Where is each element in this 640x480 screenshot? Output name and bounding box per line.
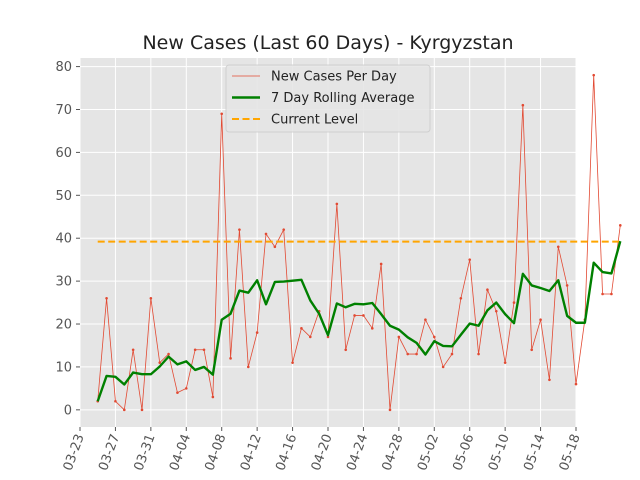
point-new-cases-per-day <box>282 228 286 231</box>
point-new-cases-per-day <box>486 288 489 291</box>
legend-label: Current Level <box>271 113 358 128</box>
point-new-cases-per-day <box>211 395 215 399</box>
point-new-cases-per-day <box>246 365 250 369</box>
point-new-cases-per-day <box>255 331 259 334</box>
point-new-cases-per-day <box>397 335 401 339</box>
y-tick-label: 30 <box>55 275 72 290</box>
point-new-cases-per-day <box>406 352 410 356</box>
legend-box <box>225 64 431 133</box>
point-new-cases-per-day <box>530 348 534 352</box>
point-new-cases-per-day <box>229 357 232 360</box>
y-tick-label: 70 <box>55 103 72 118</box>
point-new-cases-per-day <box>539 318 542 322</box>
series-line-new-cases-per-day <box>97 75 621 411</box>
point-new-cases-per-day <box>494 309 498 313</box>
point-new-cases-per-day <box>601 292 604 296</box>
point-new-cases-per-day <box>574 382 578 386</box>
y-tick-label: 20 <box>55 318 72 333</box>
point-new-cases-per-day <box>158 361 162 364</box>
legend-label: New Cases Per Day <box>271 70 397 85</box>
y-tick-label: 60 <box>55 146 72 161</box>
legend: New Cases Per Day 7 Day Rolling Average Cu… <box>225 64 431 133</box>
point-new-cases-per-day <box>353 314 356 317</box>
point-new-cases-per-day <box>370 327 374 330</box>
point-new-cases-per-day <box>450 352 454 356</box>
point-new-cases-per-day <box>592 73 596 77</box>
point-new-cases-per-day <box>264 232 268 236</box>
point-new-cases-per-day <box>238 228 241 231</box>
point-new-cases-per-day <box>556 245 560 249</box>
point-new-cases-per-day <box>220 112 224 116</box>
point-new-cases-per-day <box>308 335 312 339</box>
point-new-cases-per-day <box>140 408 144 412</box>
y-tick-label: 50 <box>55 189 72 204</box>
point-new-cases-per-day <box>105 296 108 300</box>
point-new-cases-per-day <box>273 245 277 249</box>
series-line-7-day-rolling-average <box>96 240 622 402</box>
point-new-cases-per-day <box>176 391 179 394</box>
point-new-cases-per-day <box>300 327 303 330</box>
y-tick-label: 0 <box>64 403 72 418</box>
point-new-cases-per-day <box>388 408 392 412</box>
point-new-cases-per-day <box>344 348 348 352</box>
y-tick-label: 10 <box>55 360 72 375</box>
point-new-cases-per-day <box>477 352 480 356</box>
point-new-cases-per-day <box>432 335 436 339</box>
point-new-cases-per-day <box>114 399 117 403</box>
point-new-cases-per-day <box>441 365 445 369</box>
point-new-cases-per-day <box>122 408 126 412</box>
point-new-cases-per-day <box>184 387 188 390</box>
point-new-cases-per-day <box>291 361 294 364</box>
point-new-cases-per-day <box>512 301 516 304</box>
point-new-cases-per-day <box>424 318 427 322</box>
y-tick-label: 80 <box>55 60 72 75</box>
point-new-cases-per-day <box>379 262 383 266</box>
point-new-cases-per-day <box>548 378 551 382</box>
legend-label: 7 Day Rolling Average <box>271 91 414 106</box>
point-new-cases-per-day <box>521 103 525 107</box>
point-new-cases-per-day <box>468 258 472 261</box>
point-new-cases-per-day <box>149 296 153 300</box>
point-new-cases-per-day <box>193 348 197 352</box>
point-new-cases-per-day <box>565 284 569 287</box>
point-new-cases-per-day <box>618 224 622 227</box>
point-new-cases-per-day <box>326 335 330 339</box>
point-new-cases-per-day <box>415 352 418 356</box>
point-new-cases-per-day <box>459 296 463 300</box>
point-new-cases-per-day <box>610 292 613 296</box>
point-new-cases-per-day <box>202 348 206 352</box>
point-new-cases-per-day <box>131 348 135 352</box>
chart-title: New Cases (Last 60 Days) - Kyrgyzstan <box>142 32 513 54</box>
point-new-cases-per-day <box>362 314 365 317</box>
y-tick-label: 40 <box>55 232 72 247</box>
point-new-cases-per-day <box>335 202 339 206</box>
point-new-cases-per-day <box>167 352 170 356</box>
point-new-cases-per-day <box>503 361 507 364</box>
